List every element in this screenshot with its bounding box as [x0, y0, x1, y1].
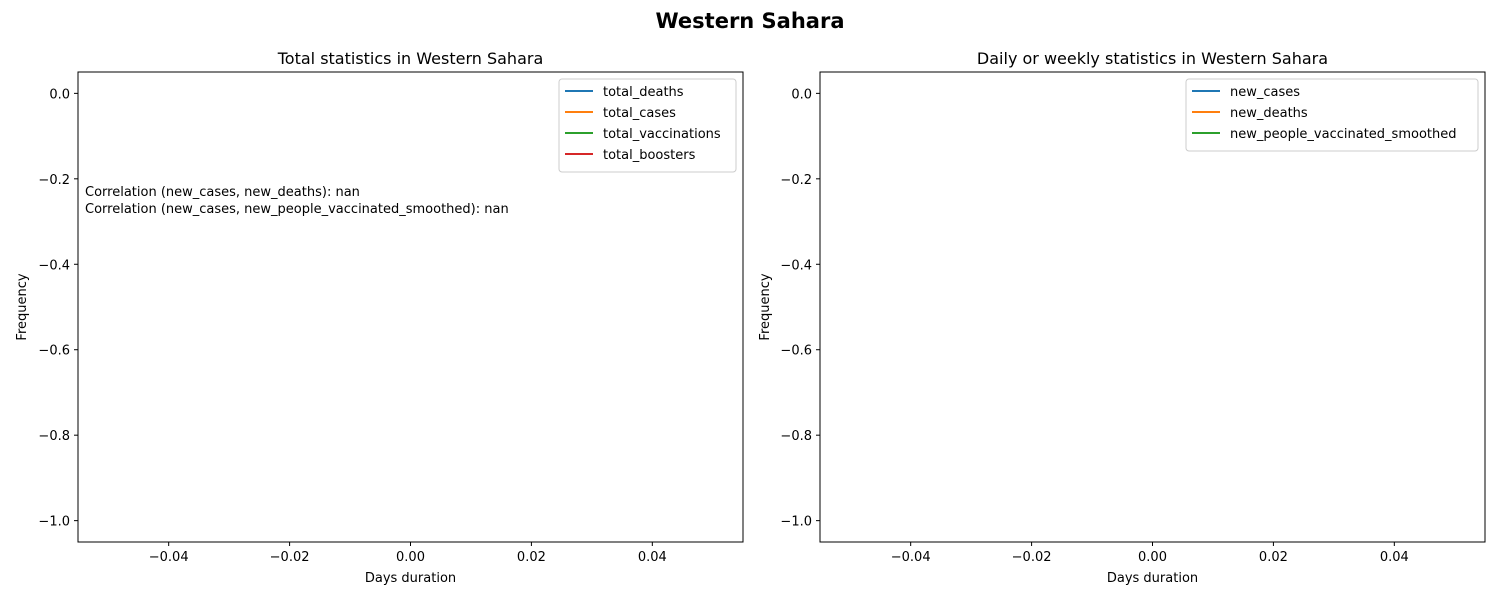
chart-daily-weekly-statistics: Daily or weekly statistics in Western Sa…	[758, 49, 1486, 586]
x-axis-label: Days duration	[1107, 571, 1198, 586]
x-tick-label: 0.02	[1259, 550, 1288, 565]
y-tick-label: −0.4	[780, 258, 812, 273]
chart-title: Total statistics in Western Sahara	[277, 49, 544, 68]
legend-box	[558, 78, 737, 173]
x-tick-label: −0.02	[1012, 550, 1052, 565]
chart-total-statistics: Total statistics in Western Sahara −0.04…	[15, 49, 744, 586]
y-tick-label: −0.2	[38, 173, 70, 188]
chart-title: Daily or weekly statistics in Western Sa…	[977, 49, 1328, 68]
y-tick-label: −0.6	[38, 344, 70, 359]
figure-suptitle: Western Sahara	[656, 9, 845, 33]
legend-label: total_vaccinations	[603, 127, 721, 142]
y-tick-label: −0.8	[38, 429, 70, 444]
x-tick-label: 0.00	[1138, 550, 1167, 565]
x-tick-label: −0.02	[270, 550, 310, 565]
x-tick-label: 0.04	[638, 550, 667, 565]
legend-label: total_boosters	[603, 148, 696, 163]
y-tick-label: 0.0	[791, 87, 812, 102]
legend-label: total_deaths	[603, 85, 684, 100]
y-tick-label: −1.0	[38, 515, 70, 530]
y-tick-label: −1.0	[780, 515, 812, 530]
x-tick-label: −0.04	[149, 550, 189, 565]
x-tick-label: −0.04	[891, 550, 931, 565]
y-axis-label: Frequency	[758, 273, 773, 340]
legend-label: total_cases	[603, 106, 676, 121]
y-axis: 0.0 −0.2 −0.4 −0.6 −0.8 −1.0	[780, 87, 820, 530]
y-tick-label: −0.8	[780, 429, 812, 444]
legend-label: new_cases	[1230, 85, 1300, 100]
y-axis: 0.0 −0.2 −0.4 −0.6 −0.8 −1.0	[38, 87, 78, 530]
x-tick-label: 0.02	[517, 550, 546, 565]
y-tick-label: 0.0	[49, 87, 70, 102]
legend-label: new_deaths	[1230, 106, 1308, 121]
x-tick-label: 0.04	[1380, 550, 1409, 565]
y-tick-label: −0.2	[780, 173, 812, 188]
correlation-annotation-vaccinated: Correlation (new_cases, new_people_vacci…	[85, 202, 509, 217]
x-axis: −0.04 −0.02 0.00 0.02 0.04	[149, 542, 667, 565]
correlation-annotation-deaths: Correlation (new_cases, new_deaths): nan	[85, 185, 360, 200]
legend-label: new_people_vaccinated_smoothed	[1230, 127, 1456, 142]
x-axis-label: Days duration	[365, 571, 456, 586]
x-tick-label: 0.00	[396, 550, 425, 565]
y-tick-label: −0.6	[780, 344, 812, 359]
y-axis-label: Frequency	[15, 273, 30, 340]
x-axis: −0.04 −0.02 0.00 0.02 0.04	[891, 542, 1409, 565]
legend: new_cases new_deaths new_people_vaccinated…	[1185, 78, 1479, 152]
y-tick-label: −0.4	[38, 258, 70, 273]
legend-box	[1185, 78, 1479, 152]
legend: total_deaths total_cases total_vaccination…	[558, 78, 737, 173]
